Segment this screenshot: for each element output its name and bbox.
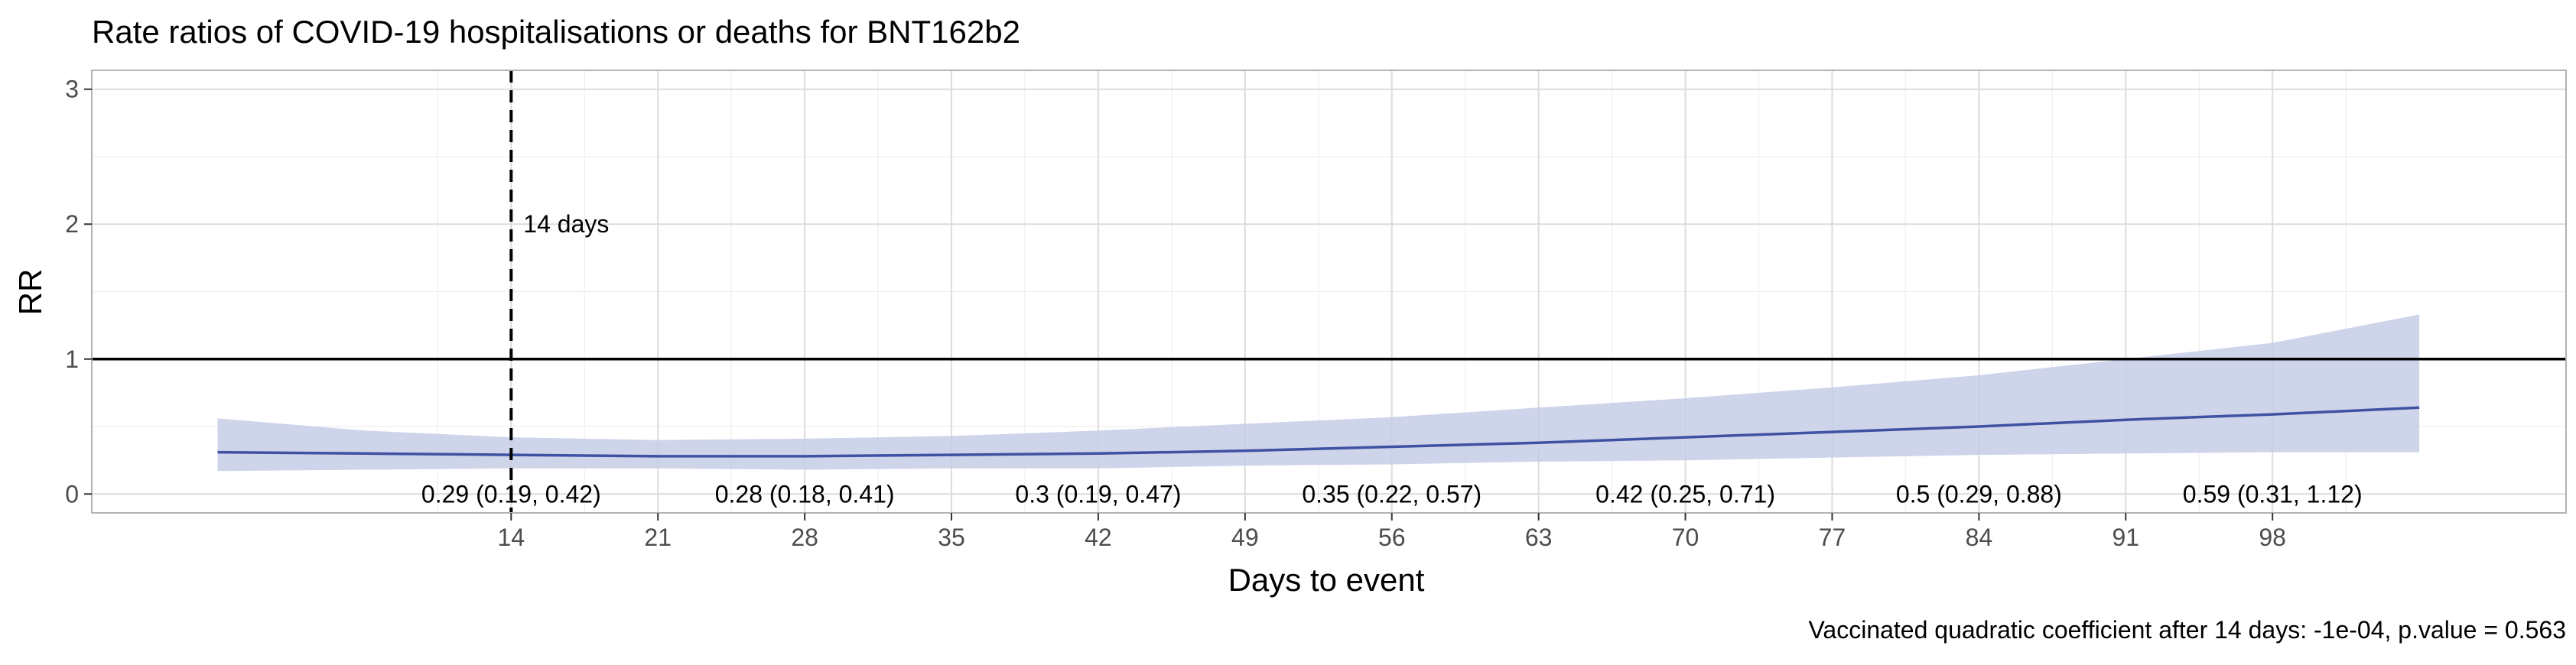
rr-estimate-line [217,406,2420,458]
x-tick-label: 35 [938,524,965,551]
rr-annotation: 0.35 (0.22, 0.57) [1302,480,1482,508]
x-tick-label: 63 [1525,524,1553,551]
confidence-band [217,314,2420,472]
rr-annotation: 0.28 (0.18, 0.41) [715,480,895,508]
y-tick-label: 2 [65,210,79,238]
x-axis-title: Days to event [1228,562,1425,598]
rr-annotation: 0.42 (0.25, 0.71) [1595,480,1775,508]
y-tick-label: 1 [65,345,79,373]
rr-annotation: 0.3 (0.19, 0.47) [1015,480,1181,508]
x-tick-label: 14 [498,524,525,551]
x-tick-label: 28 [791,524,818,551]
y-tick-label: 3 [65,76,79,103]
panel-border [91,70,2567,514]
x-tick-label: 84 [1966,524,1993,551]
x-tick-label: 91 [2112,524,2139,551]
y-tick-label: 0 [65,480,79,508]
rr-annotation: 0.5 (0.29, 0.88) [1896,480,2062,508]
chart-caption: Vaccinated quadratic coefficient after 1… [1808,616,2566,644]
x-tick-label: 56 [1378,524,1406,551]
x-tick-label: 21 [644,524,672,551]
rr-annotation: 0.59 (0.31, 1.12) [2183,480,2363,508]
chart-title: Rate ratios of COVID-19 hospitalisations… [92,14,1020,50]
x-tick-label: 49 [1231,524,1259,551]
x-tick-label: 42 [1085,524,1112,551]
rr-annotation: 0.29 (0.19, 0.42) [421,480,601,508]
x-tick-label: 77 [1819,524,1846,551]
y-axis-title: RR [12,269,48,316]
vline-label: 14 days [523,210,609,238]
x-tick-label: 70 [1672,524,1699,551]
x-tick-label: 98 [2259,524,2286,551]
